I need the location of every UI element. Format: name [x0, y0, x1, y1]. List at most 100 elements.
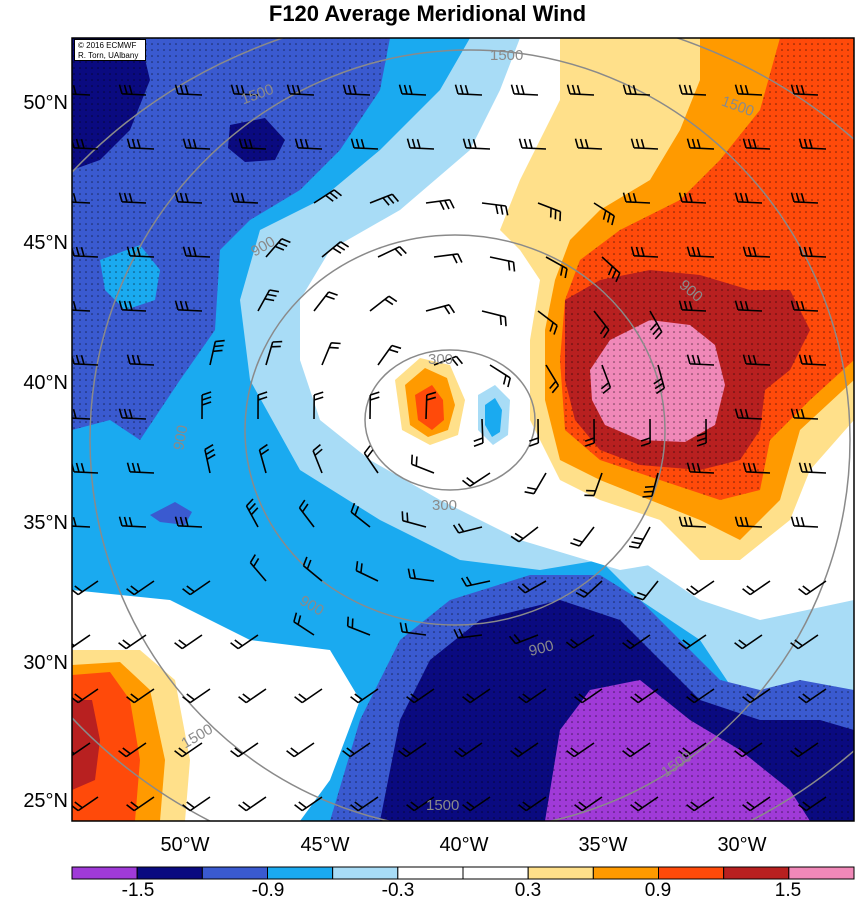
wind-barb — [734, 408, 763, 420]
wind-barb — [230, 84, 259, 96]
wind-barb — [72, 300, 91, 312]
wind-barb — [118, 408, 147, 420]
wind-barb — [518, 138, 547, 150]
wind-barb — [462, 796, 491, 812]
colorbar-tick-label: -1.5 — [121, 880, 155, 901]
wind-barb — [407, 568, 435, 582]
wind-barb — [321, 342, 341, 366]
wind-barb — [489, 256, 516, 272]
wind-barb — [293, 612, 315, 636]
wind-barb — [313, 291, 338, 312]
wind-barb — [518, 796, 547, 812]
wind-barb — [126, 688, 155, 704]
wind-barb — [182, 796, 211, 812]
wind-barb — [174, 742, 203, 758]
colorbar-swatch — [462, 866, 529, 880]
wind-barb — [174, 84, 203, 96]
latitude-label: 50°N — [23, 92, 68, 114]
wind-barb — [72, 192, 91, 204]
wind-barb — [734, 192, 763, 204]
wind-barb — [566, 84, 595, 96]
credit-line: R. Torn, UAlbany — [78, 51, 139, 60]
colorbar — [71, 866, 855, 880]
map-frame — [71, 37, 855, 822]
wind-barb — [410, 454, 435, 474]
wind-barb — [406, 688, 435, 704]
latitude-label: 25°N — [23, 790, 68, 812]
latitude-label: 40°N — [23, 372, 68, 394]
wind-barb — [734, 516, 763, 528]
wind-barb — [398, 742, 427, 758]
wind-barb — [321, 241, 350, 258]
wind-barb — [399, 622, 427, 636]
wind-barb — [433, 355, 464, 367]
wind-barb — [537, 310, 558, 335]
wind-barb — [524, 472, 547, 495]
wind-barb — [622, 634, 651, 650]
wind-barb — [600, 364, 612, 395]
wind-barb — [628, 526, 651, 549]
wind-barb — [286, 84, 315, 96]
longitude-label: 50°W — [160, 834, 210, 856]
wind-barb — [742, 246, 771, 258]
wind-barb — [294, 688, 323, 704]
wind-barb — [510, 526, 539, 543]
colorbar-tick-label: -0.3 — [381, 880, 415, 901]
wind-barb — [510, 84, 539, 96]
colorbar-swatch — [788, 866, 855, 880]
wind-barb — [529, 418, 540, 447]
wind-barb — [118, 192, 147, 204]
shaded-field — [72, 38, 854, 821]
wind-barb — [574, 138, 603, 150]
wind-barb — [265, 238, 291, 258]
wind-barb — [238, 138, 267, 150]
wind-barb — [630, 246, 659, 258]
wind-barb — [742, 354, 771, 366]
shade-cyan-dipole — [485, 398, 502, 437]
wind-barb — [489, 364, 511, 388]
wind-barb — [633, 580, 659, 601]
wind-barb — [182, 246, 211, 258]
wind-barb — [174, 634, 203, 650]
longitude-label: 40°W — [439, 834, 489, 856]
wind-barb — [742, 462, 771, 474]
wind-barb — [518, 688, 547, 704]
wind-barb — [622, 192, 651, 204]
wind-barb — [363, 445, 379, 474]
wind-barb — [238, 796, 267, 812]
wind-barb — [454, 84, 483, 96]
wind-barb — [686, 796, 715, 812]
shade-redorange-dipole — [415, 385, 444, 430]
longitude-label: 30°W — [717, 834, 767, 856]
wind-barb — [798, 354, 827, 366]
colorbar-swatch — [527, 866, 594, 880]
wind-barb — [678, 84, 707, 96]
stipple-ne — [560, 38, 854, 500]
wind-barb — [481, 310, 507, 327]
wind-barb — [350, 138, 379, 150]
wind-barb — [566, 742, 595, 758]
wind-barb — [406, 138, 435, 150]
wind-barb — [798, 138, 827, 150]
wind-barb — [126, 580, 155, 596]
wind-barb — [433, 253, 463, 264]
colorbar-swatch — [332, 866, 399, 880]
colorbar-tick-label: -0.9 — [251, 880, 285, 901]
wind-barb — [401, 511, 427, 528]
wind-barb — [508, 633, 539, 645]
wind-barb — [369, 193, 400, 206]
contour-label: 1500 — [426, 797, 459, 814]
wind-barb — [454, 742, 483, 758]
wind-barb — [294, 138, 323, 150]
wind-barb — [346, 616, 371, 636]
wind-barb — [453, 628, 483, 639]
wind-barb — [678, 516, 707, 528]
wind-barb — [72, 516, 91, 528]
wind-barb — [686, 688, 715, 704]
wind-barb — [406, 796, 435, 812]
wind-barb — [630, 138, 659, 150]
wind-barb — [174, 516, 203, 528]
wind-barb — [126, 462, 155, 474]
wind-barb — [398, 84, 427, 96]
wind-barb — [209, 339, 225, 366]
